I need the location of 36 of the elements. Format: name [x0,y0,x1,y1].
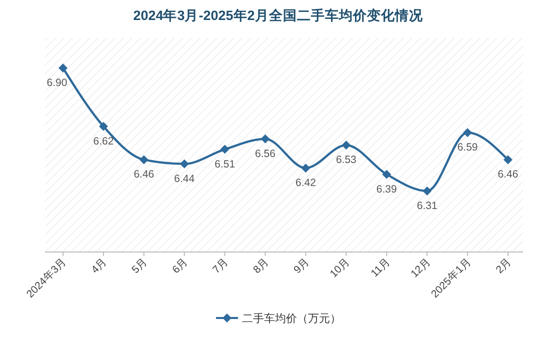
data-label: 6.51 [214,158,236,170]
data-label: 6.39 [376,183,398,196]
point [463,128,472,138]
point [504,155,512,164]
data-label: 6.56 [255,148,276,160]
data-label: 6.42 [296,177,316,190]
legend-label: 二手车均价（万元） [242,312,341,325]
data-label: 6.46 [498,168,518,181]
point [342,140,351,150]
chart-title: 2024年3月-2025年2月全国二手车均价变化情况 [133,7,424,23]
point [422,186,432,196]
data-label: 6.44 [174,172,195,185]
data-label: 6.59 [457,142,478,154]
data-label: 6.31 [416,200,438,212]
x-tick-label: 7月 [210,256,231,276]
x-tick-label: 2月 [494,256,514,276]
x-tick-label: 5月 [130,256,150,276]
point [382,170,392,179]
point [139,155,148,164]
data-label: 6.53 [336,154,357,166]
data-label: 6.62 [93,135,114,148]
x-tick-label: 8月 [251,256,272,276]
x-tick-label: 11月 [368,256,393,280]
x-tick-label: 10月 [328,256,352,280]
x-tick-label: 12月 [408,256,434,280]
x-tick-label: 9月 [291,256,312,276]
data-label: 6.90 [46,77,68,89]
point [180,159,189,168]
point [58,64,68,72]
x-tick-label: 6月 [170,256,190,276]
point [301,164,310,173]
data-label: 6.46 [134,168,154,181]
x-tick-label: 4月 [89,256,110,276]
point [220,144,230,154]
point [98,122,108,131]
point [260,134,270,144]
